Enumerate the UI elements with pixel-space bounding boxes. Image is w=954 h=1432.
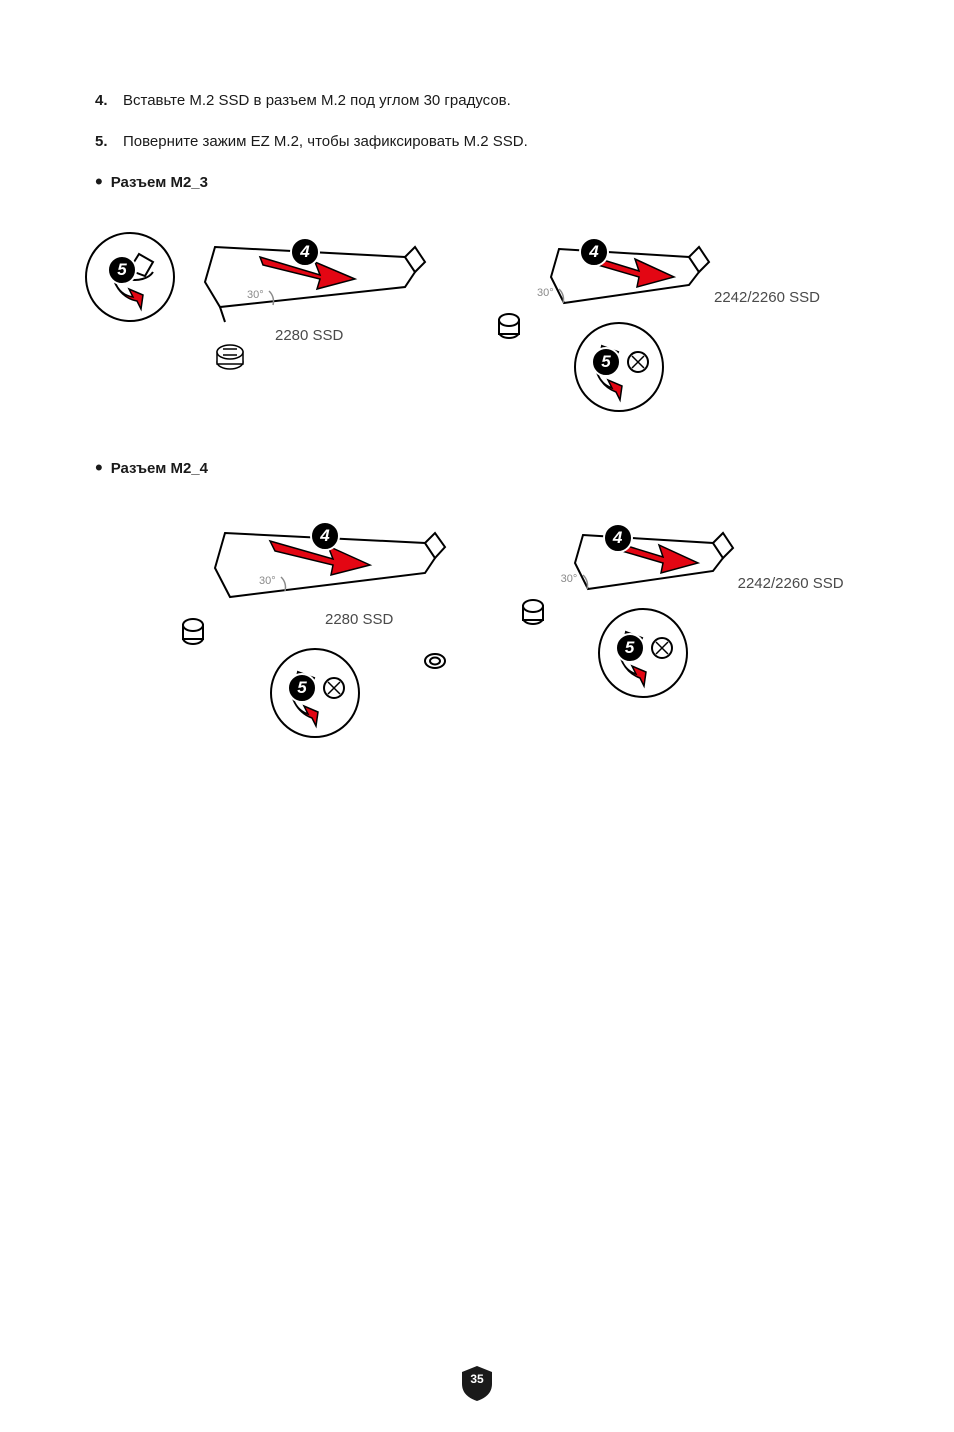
bullet-m2-4-label: Разъем M2_4 xyxy=(111,460,208,477)
step-5: 5. Поверните зажим EZ M.2, чтобы зафикси… xyxy=(95,131,859,154)
diagram-row-m2-4: 4 5 30° 2280 SSD xyxy=(95,493,859,743)
diagram-m2-4-2280: 4 5 30° 2280 SSD xyxy=(165,493,503,743)
angle-arc-icon xyxy=(557,285,587,305)
bullet-dot-icon: • xyxy=(95,457,103,479)
ssd-2280-label: 2280 SSD xyxy=(275,327,343,344)
angle-arc-icon xyxy=(267,287,297,307)
angle-label: 30° xyxy=(537,287,554,299)
ssd-2242-label: 2242/2260 SSD xyxy=(714,289,820,306)
step-4-number: 4. xyxy=(95,90,113,113)
clip-rotate-icon xyxy=(600,610,690,700)
step-badge-5: 5 xyxy=(591,347,621,377)
angle-label: 30° xyxy=(259,575,276,587)
page-number: 35 xyxy=(460,1372,494,1386)
bullet-m2-4: • Разъем M2_4 xyxy=(95,457,859,479)
step-badge-4: 4 xyxy=(579,237,609,267)
step-5-text: Поверните зажим EZ M.2, чтобы зафиксиров… xyxy=(123,131,528,154)
bullet-dot-icon: • xyxy=(95,171,103,193)
ssd-2280-label: 2280 SSD xyxy=(325,611,393,628)
step-badge-4: 4 xyxy=(603,523,633,553)
angle-label: 30° xyxy=(561,573,578,585)
step-badge-4: 4 xyxy=(310,521,340,551)
angle-arc-icon xyxy=(279,573,309,593)
angle-arc-icon xyxy=(581,571,611,591)
step-5-number: 5. xyxy=(95,131,113,154)
diagram-m2-3-2280: 5 4 30° 2280 SSD xyxy=(95,207,455,417)
step-badge-5: 5 xyxy=(615,633,645,663)
step-badge-5: 5 xyxy=(107,255,137,285)
step-4-text: Вставьте M.2 SSD в разъем M.2 под углом … xyxy=(123,90,511,113)
angle-label: 30° xyxy=(247,289,264,301)
bullet-m2-3-label: Разъем M2_3 xyxy=(111,174,208,191)
step-badge-4: 4 xyxy=(290,237,320,267)
ssd-slot-short-icon xyxy=(503,493,883,743)
ssd-2242-label: 2242/2260 SSD xyxy=(738,575,844,592)
clip-rotate-icon xyxy=(576,324,666,414)
ssd-slot-short-icon xyxy=(479,207,859,417)
bullet-m2-3: • Разъем M2_3 xyxy=(95,171,859,193)
page-number-shield: 35 xyxy=(460,1364,494,1402)
step-badge-5: 5 xyxy=(287,673,317,703)
clip-rotate-icon xyxy=(272,650,362,740)
diagram-m2-4-2242: 4 5 30° 2242/2260 SSD xyxy=(503,493,859,743)
diagram-row-m2-3: 5 4 30° 2280 SSD xyxy=(95,207,859,417)
step-4: 4. Вставьте M.2 SSD в разъем M.2 под угл… xyxy=(95,90,859,113)
diagram-m2-3-2242: 4 5 30° 2242/2260 SSD xyxy=(479,207,859,417)
